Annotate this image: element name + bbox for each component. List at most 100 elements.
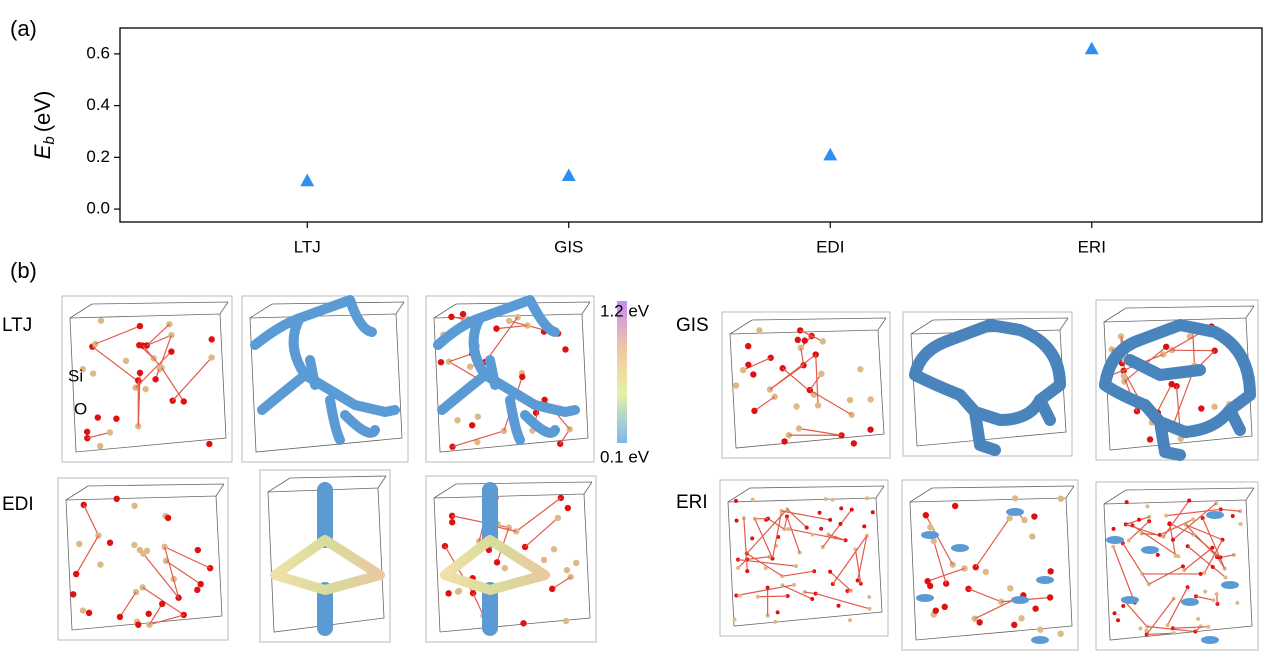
atom bbox=[475, 414, 481, 420]
unit-cell bbox=[66, 484, 224, 630]
channel-segment bbox=[1206, 511, 1224, 519]
atom bbox=[142, 386, 148, 392]
atom bbox=[792, 583, 796, 587]
bond bbox=[754, 397, 774, 411]
atom bbox=[740, 367, 746, 373]
bond bbox=[516, 498, 561, 532]
atom bbox=[98, 318, 104, 324]
atom bbox=[811, 533, 815, 537]
atom bbox=[1235, 601, 1239, 605]
atom bbox=[107, 540, 113, 546]
atom bbox=[733, 617, 737, 621]
atom bbox=[927, 583, 933, 589]
bond bbox=[928, 568, 965, 581]
atom bbox=[750, 371, 756, 377]
bond bbox=[810, 390, 852, 415]
atom bbox=[1198, 405, 1204, 411]
atom bbox=[506, 318, 512, 324]
plot-frame bbox=[120, 28, 1262, 222]
atom bbox=[131, 503, 137, 509]
atom bbox=[565, 505, 571, 511]
atom bbox=[818, 511, 822, 515]
atom bbox=[862, 524, 866, 528]
atom bbox=[549, 586, 555, 592]
atom bbox=[493, 325, 499, 331]
atom bbox=[159, 601, 165, 607]
atom bbox=[123, 358, 129, 364]
atom bbox=[865, 496, 869, 500]
y-tick-label: 0.0 bbox=[86, 199, 110, 218]
atom bbox=[1021, 517, 1027, 523]
bond bbox=[1220, 555, 1234, 558]
atom bbox=[95, 414, 101, 420]
atom bbox=[114, 496, 120, 502]
atom bbox=[198, 581, 204, 587]
atom bbox=[837, 604, 841, 608]
panel-label: (a) bbox=[10, 16, 37, 41]
atom bbox=[838, 522, 842, 526]
atom bbox=[70, 591, 76, 597]
atom bbox=[1166, 623, 1170, 627]
atom bbox=[927, 524, 933, 530]
atom bbox=[776, 610, 780, 614]
bond bbox=[830, 572, 851, 591]
atom bbox=[470, 590, 476, 596]
atom bbox=[1121, 604, 1125, 608]
atom bbox=[802, 337, 808, 343]
channel-segment bbox=[1006, 508, 1024, 516]
colorbar bbox=[617, 301, 627, 443]
atom bbox=[1007, 585, 1013, 591]
bond bbox=[788, 529, 845, 540]
atom bbox=[1203, 590, 1207, 594]
bond bbox=[473, 593, 483, 615]
atom bbox=[831, 498, 835, 502]
atom bbox=[76, 541, 82, 547]
atom bbox=[446, 358, 452, 364]
atom bbox=[1137, 518, 1141, 522]
atom bbox=[1199, 572, 1203, 576]
atom bbox=[90, 370, 96, 376]
bond bbox=[1113, 547, 1134, 603]
atom bbox=[131, 542, 137, 548]
atom bbox=[1032, 605, 1038, 611]
atom bbox=[1037, 626, 1043, 632]
atom bbox=[745, 343, 751, 349]
atom bbox=[756, 595, 760, 599]
atom bbox=[1011, 622, 1017, 628]
atom bbox=[454, 417, 460, 423]
atom bbox=[145, 611, 151, 617]
atom bbox=[73, 571, 79, 577]
unit-cell bbox=[730, 318, 886, 448]
atom bbox=[95, 532, 101, 538]
atom bbox=[828, 570, 832, 574]
bond bbox=[552, 577, 570, 589]
bond bbox=[173, 358, 212, 401]
colorbar-max-label: 1.2 eV bbox=[600, 301, 650, 320]
bond bbox=[773, 511, 782, 559]
bond bbox=[787, 516, 800, 552]
ltj-channels bbox=[255, 300, 575, 440]
atom-label: Si bbox=[68, 366, 83, 385]
atom bbox=[1111, 545, 1115, 549]
x-tick-label: ERI bbox=[1078, 237, 1106, 256]
bond bbox=[120, 592, 136, 617]
figure: (a) Eb(eV) (b) LTJ EDI GIS ERI 1.2 eV 0.… bbox=[0, 0, 1263, 653]
atom bbox=[168, 332, 174, 338]
bond bbox=[747, 557, 770, 560]
atom bbox=[815, 402, 821, 408]
x-tick-label: LTJ bbox=[294, 237, 321, 256]
atom bbox=[181, 398, 187, 404]
bond bbox=[744, 518, 747, 571]
channel-segment bbox=[1141, 546, 1159, 554]
atom bbox=[923, 512, 929, 518]
atom bbox=[976, 619, 982, 625]
atom bbox=[828, 518, 832, 522]
x-tick-label: GIS bbox=[554, 237, 583, 256]
atom bbox=[1211, 565, 1215, 569]
atom bbox=[1181, 564, 1185, 568]
atom bbox=[449, 444, 455, 450]
atom bbox=[113, 415, 119, 421]
atom bbox=[942, 604, 948, 610]
x-tick-label: EDI bbox=[816, 237, 844, 256]
y-tick-label: 0.6 bbox=[86, 43, 110, 62]
